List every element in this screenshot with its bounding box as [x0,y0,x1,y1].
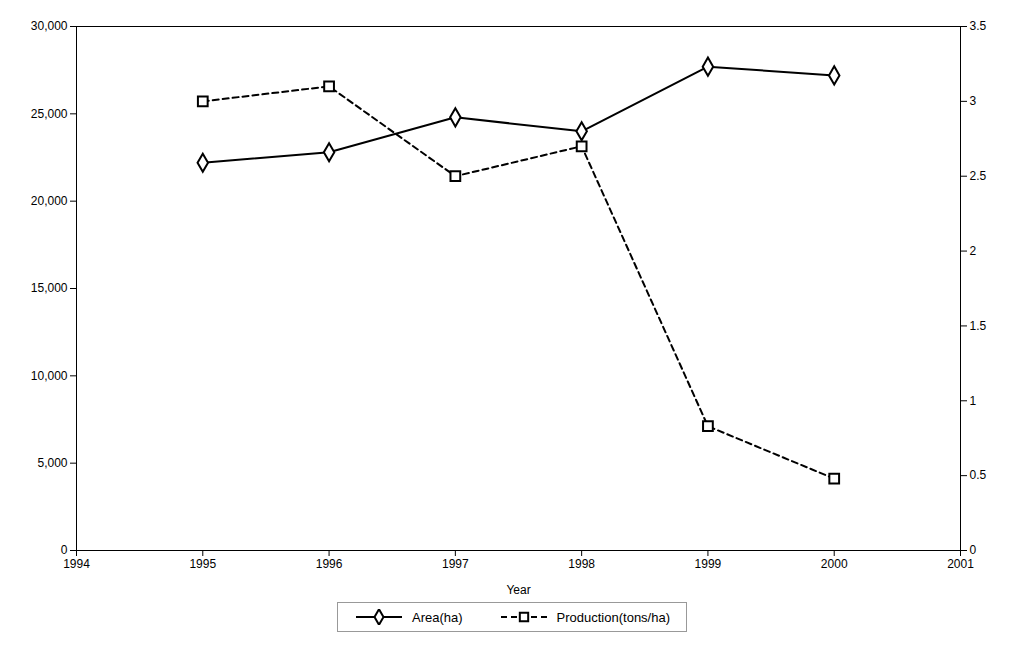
svg-text:0: 0 [970,543,977,557]
svg-text:5,000: 5,000 [37,456,67,470]
svg-text:1999: 1999 [695,557,722,571]
svg-text:2.5: 2.5 [970,169,987,183]
svg-text:1994: 1994 [63,557,90,571]
svg-text:1.5: 1.5 [970,319,987,333]
svg-text:1997: 1997 [442,557,469,571]
svg-text:3.5: 3.5 [970,19,987,33]
svg-text:0: 0 [61,543,68,557]
svg-text:3: 3 [970,94,977,108]
svg-text:15,000: 15,000 [31,281,68,295]
svg-text:25,000: 25,000 [31,107,68,121]
svg-text:20,000: 20,000 [31,194,68,208]
html-text:Production(tons/ha): Production(tons/ha) [556,609,670,625]
svg-text:2000: 2000 [821,557,848,571]
html-text:Area(ha): Area(ha) [412,609,463,625]
svg-text:1: 1 [970,394,977,408]
svg-text:30,000: 30,000 [31,19,68,33]
svg-text:1995: 1995 [189,557,216,571]
svg-text:Year: Year [506,583,530,597]
svg-text:2: 2 [970,244,977,258]
svg-text:1998: 1998 [568,557,595,571]
svg-text:2001: 2001 [947,557,974,571]
svg-text:1996: 1996 [316,557,343,571]
svg-text:10,000: 10,000 [31,369,68,383]
svg-text:0.5: 0.5 [970,468,987,482]
